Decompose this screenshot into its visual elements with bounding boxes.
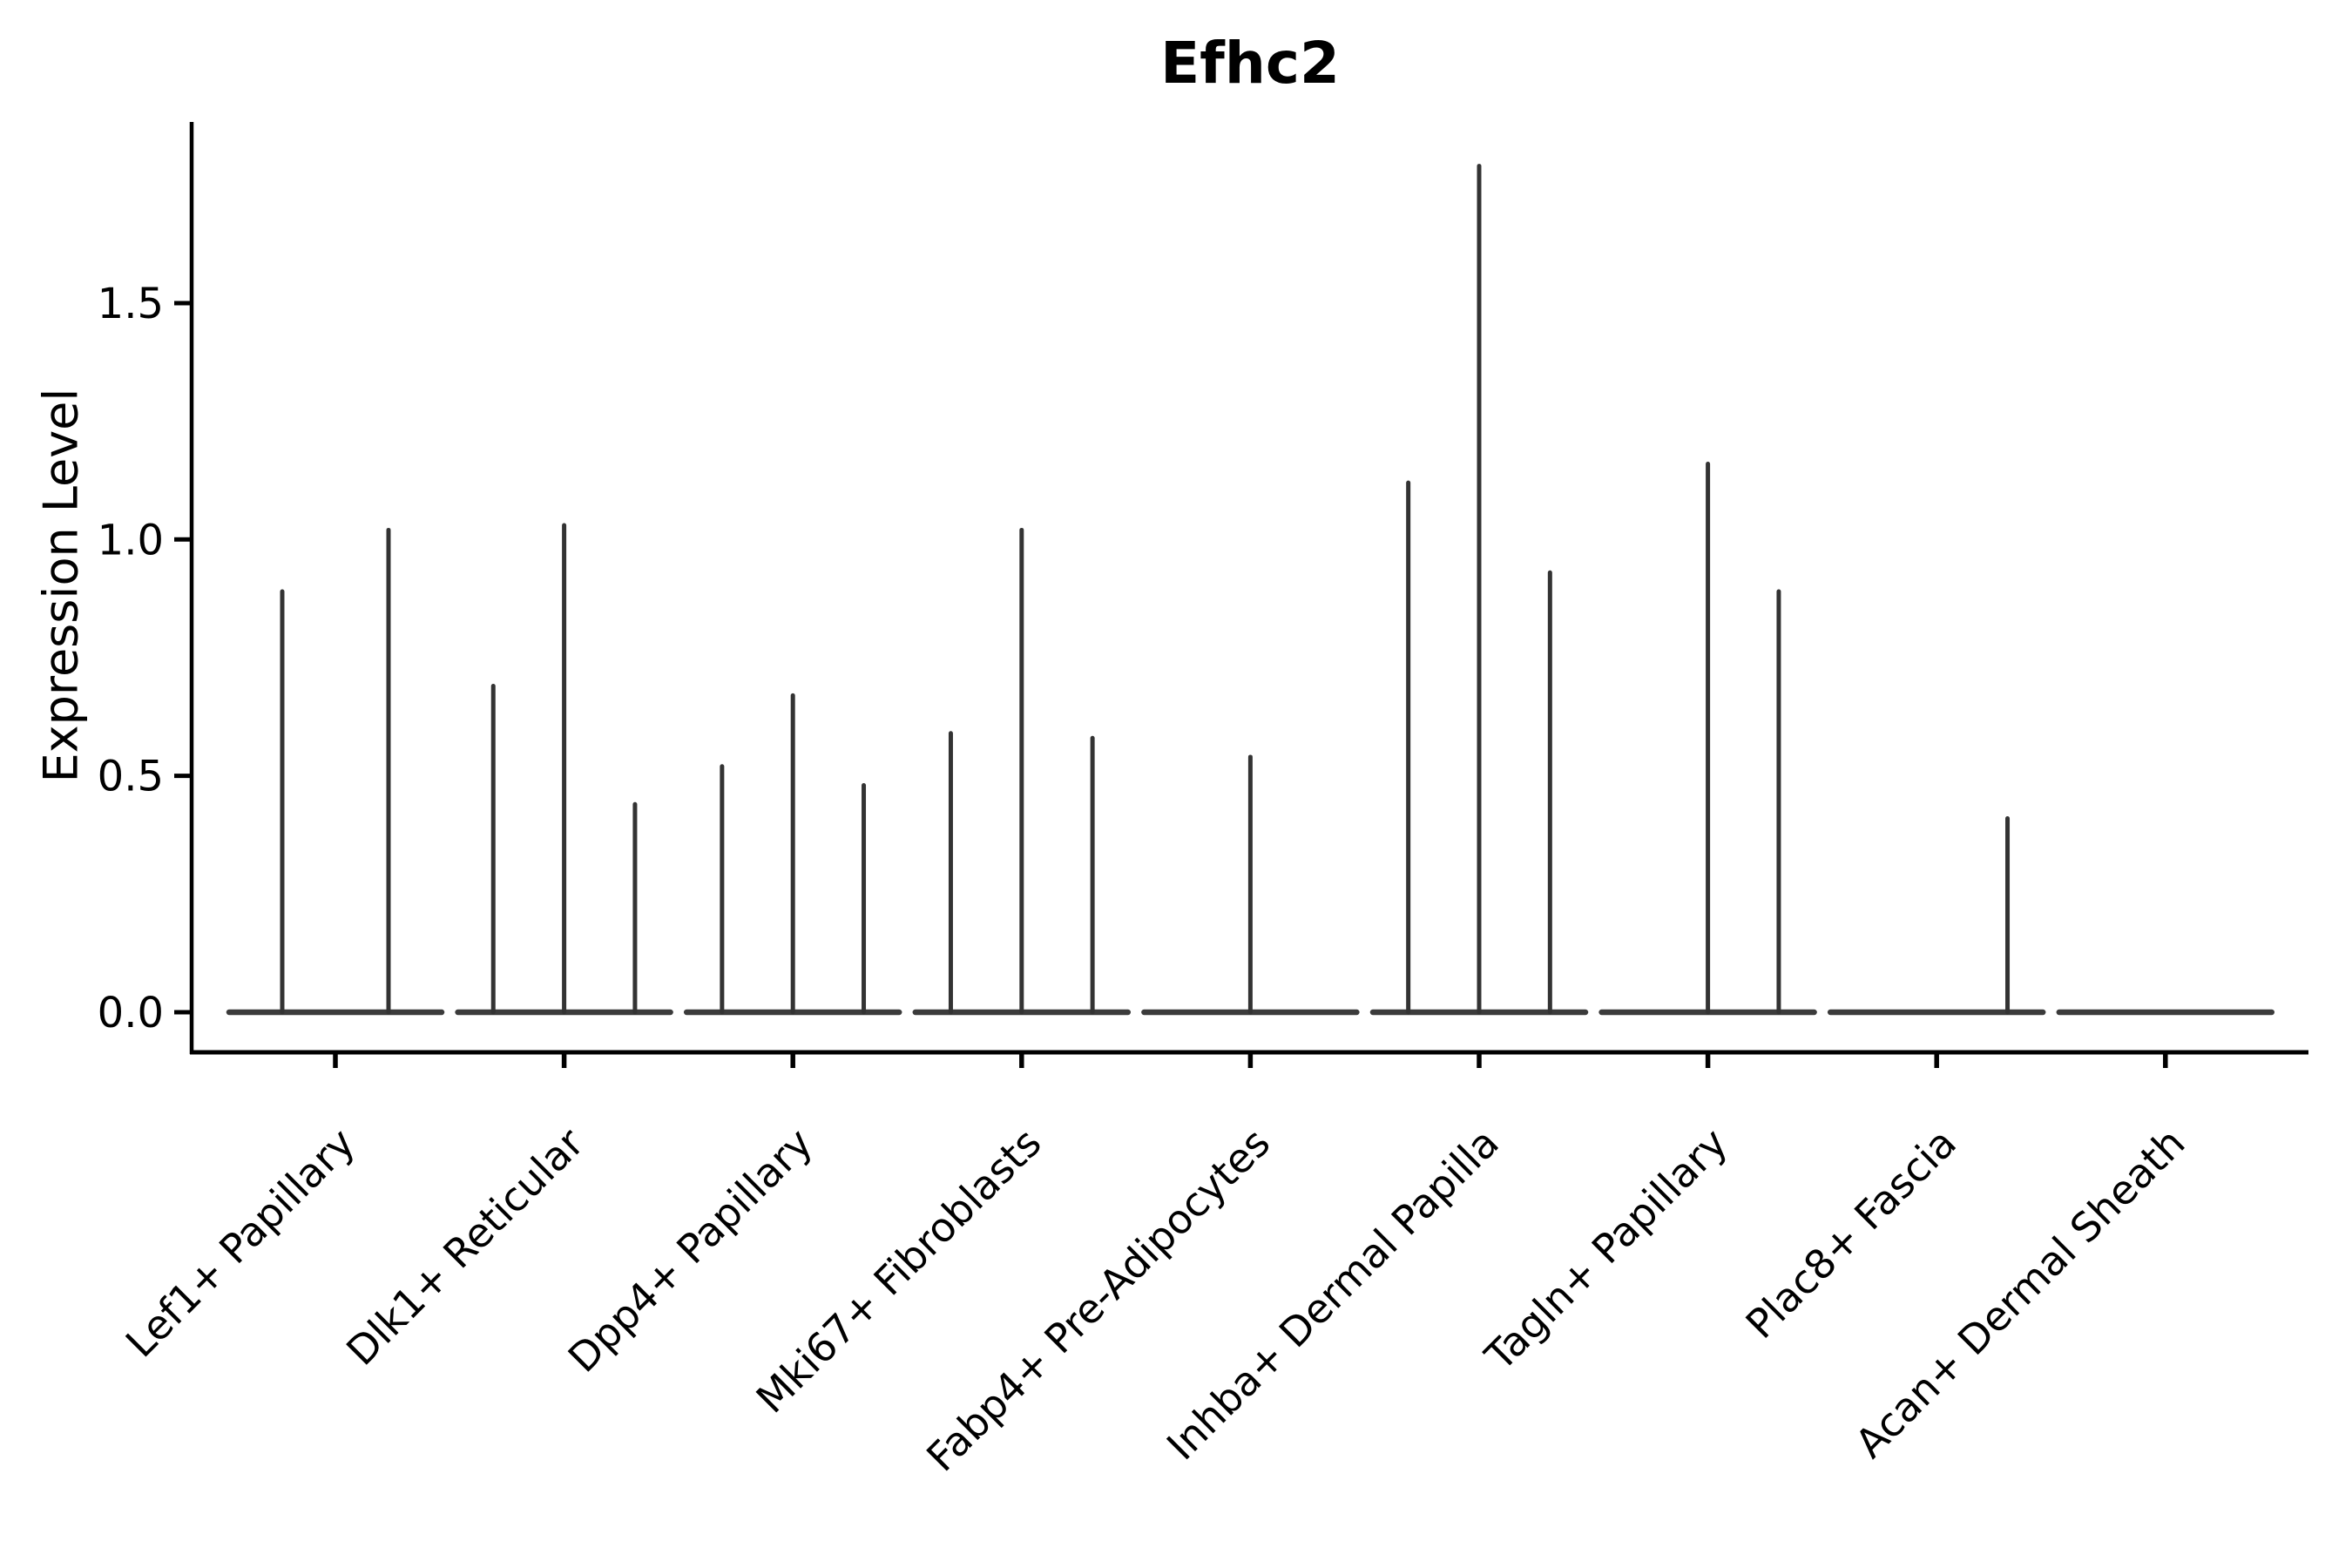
- y-axis-title: Expression Level: [33, 388, 89, 783]
- x-tick-label: Plac8+ Fascia: [1737, 1119, 1965, 1348]
- x-tick-label: Dlk1+ Reticular: [337, 1119, 592, 1375]
- y-tick-label: 1.5: [98, 280, 164, 328]
- x-tick-label: Dpp4+ Papillary: [559, 1119, 821, 1382]
- y-tick-label: 1.0: [98, 516, 164, 564]
- y-tick-label: 0.5: [98, 753, 164, 801]
- chart-title: Efhc2: [1160, 30, 1340, 97]
- y-tick-label: 0.0: [98, 989, 164, 1037]
- x-tick-label: Tagln+ Papillary: [1476, 1119, 1737, 1381]
- x-tick-label: Lef1+ Papillary: [117, 1119, 364, 1367]
